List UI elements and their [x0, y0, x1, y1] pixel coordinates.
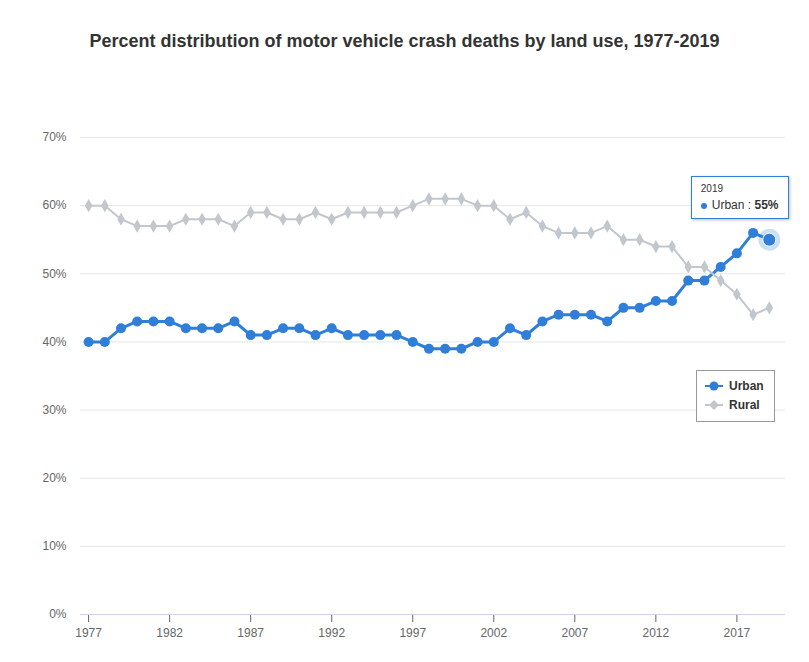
- svg-text:20%: 20%: [42, 471, 66, 485]
- svg-text:2007: 2007: [561, 626, 588, 640]
- html-text:Urban : 55%: Urban : 55%: [711, 198, 779, 213]
- svg-text:40%: 40%: [42, 335, 66, 349]
- svg-text:30%: 30%: [42, 403, 66, 417]
- svg-text:1987: 1987: [237, 626, 264, 640]
- svg-text:1982: 1982: [156, 626, 183, 640]
- svg-text:10%: 10%: [42, 539, 66, 553]
- svg-text:0%: 0%: [49, 607, 67, 621]
- svg-text:70%: 70%: [42, 130, 66, 144]
- svg-text:2002: 2002: [480, 626, 507, 640]
- svg-text:60%: 60%: [42, 198, 66, 212]
- svg-text:1977: 1977: [75, 626, 102, 640]
- html-text:Rural: Rural: [729, 398, 760, 412]
- svg-text:50%: 50%: [42, 267, 66, 281]
- html-text:Urban: Urban: [729, 379, 764, 393]
- html-text:Percent distribution of motor: Percent distribution of motor vehicle cr…: [89, 31, 720, 51]
- svg-text:1992: 1992: [318, 626, 345, 640]
- html-text:2019: 2019: [700, 183, 723, 195]
- svg-text:1997: 1997: [399, 626, 426, 640]
- svg-text:2017: 2017: [724, 626, 751, 640]
- svg-text:2012: 2012: [642, 626, 669, 640]
